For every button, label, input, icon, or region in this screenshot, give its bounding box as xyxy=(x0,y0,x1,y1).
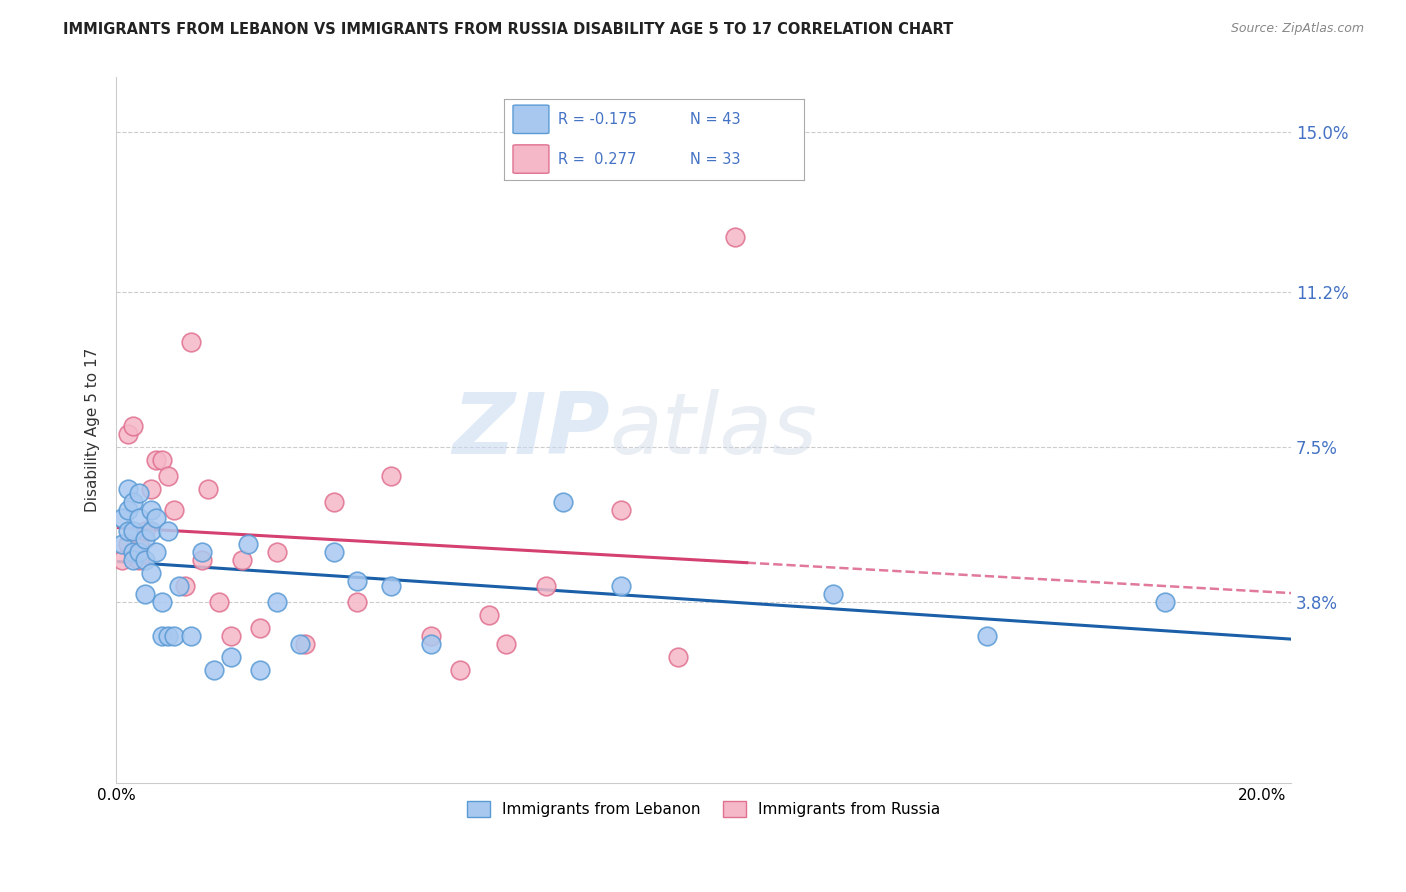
Point xyxy=(117,503,139,517)
Point xyxy=(724,230,747,244)
Point xyxy=(128,536,150,550)
Point xyxy=(139,566,162,580)
Text: atlas: atlas xyxy=(610,389,818,472)
Text: Source: ZipAtlas.com: Source: ZipAtlas.com xyxy=(1230,22,1364,36)
Point xyxy=(346,574,368,589)
Point xyxy=(821,587,844,601)
Point xyxy=(294,637,316,651)
Text: IMMIGRANTS FROM LEBANON VS IMMIGRANTS FROM RUSSIA DISABILITY AGE 5 TO 17 CORRELA: IMMIGRANTS FROM LEBANON VS IMMIGRANTS FR… xyxy=(63,22,953,37)
Point xyxy=(111,511,134,525)
Point xyxy=(208,595,231,609)
Point xyxy=(180,334,202,349)
Point xyxy=(162,629,184,643)
Point xyxy=(288,637,311,651)
Point xyxy=(117,427,139,442)
Point xyxy=(150,452,173,467)
Point xyxy=(150,629,173,643)
Point xyxy=(134,533,156,547)
Point xyxy=(128,553,150,567)
Point xyxy=(156,629,179,643)
Point xyxy=(976,629,998,643)
Point xyxy=(609,579,631,593)
Point xyxy=(162,503,184,517)
Point xyxy=(134,553,156,567)
Point xyxy=(236,536,259,550)
Point xyxy=(111,553,134,567)
Point xyxy=(346,595,368,609)
Point xyxy=(495,637,517,651)
Point xyxy=(323,494,346,508)
Point xyxy=(180,629,202,643)
Point xyxy=(122,524,145,538)
Point xyxy=(478,608,501,623)
Legend: Immigrants from Lebanon, Immigrants from Russia: Immigrants from Lebanon, Immigrants from… xyxy=(460,794,949,825)
Point xyxy=(191,553,214,567)
Point xyxy=(266,595,288,609)
Point xyxy=(191,545,214,559)
Point xyxy=(249,663,271,677)
Point xyxy=(420,629,443,643)
Point xyxy=(231,553,253,567)
Point xyxy=(128,545,150,559)
Point xyxy=(122,419,145,434)
Point xyxy=(534,579,557,593)
Point xyxy=(111,536,134,550)
Point xyxy=(249,621,271,635)
Point xyxy=(122,553,145,567)
Point xyxy=(150,595,173,609)
Point xyxy=(380,469,402,483)
Point xyxy=(122,494,145,508)
Point xyxy=(145,452,167,467)
Point xyxy=(219,650,242,665)
Point xyxy=(145,511,167,525)
Point xyxy=(219,629,242,643)
Point xyxy=(266,545,288,559)
Point xyxy=(134,524,156,538)
Point xyxy=(128,511,150,525)
Point xyxy=(139,503,162,517)
Point xyxy=(420,637,443,651)
Point xyxy=(122,545,145,559)
Point xyxy=(449,663,471,677)
Y-axis label: Disability Age 5 to 17: Disability Age 5 to 17 xyxy=(86,348,100,512)
Point xyxy=(139,482,162,496)
Point xyxy=(666,650,689,665)
Point xyxy=(145,545,167,559)
Point xyxy=(197,482,219,496)
Point xyxy=(169,579,191,593)
Point xyxy=(128,486,150,500)
Point xyxy=(609,503,631,517)
Point xyxy=(117,524,139,538)
Point xyxy=(202,663,225,677)
Point xyxy=(174,579,197,593)
Text: ZIP: ZIP xyxy=(453,389,610,472)
Point xyxy=(117,482,139,496)
Point xyxy=(1154,595,1177,609)
Point xyxy=(156,469,179,483)
Point xyxy=(117,536,139,550)
Point xyxy=(553,494,575,508)
Point xyxy=(139,524,162,538)
Point xyxy=(380,579,402,593)
Point xyxy=(323,545,346,559)
Point xyxy=(156,524,179,538)
Point xyxy=(134,587,156,601)
